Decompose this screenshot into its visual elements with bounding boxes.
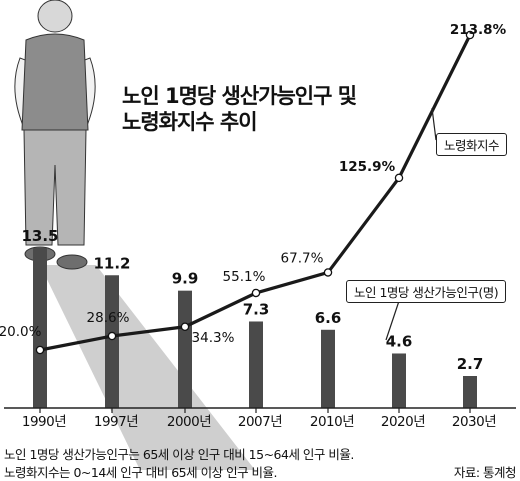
chart-title-line2: 노령화지수 추이 bbox=[122, 110, 258, 134]
bar-callout-leader bbox=[385, 297, 401, 341]
line-point-6 bbox=[465, 30, 475, 40]
footnote-1: 노인 1명당 생산가능인구는 65세 이상 인구 대비 15~64세 인구 비율… bbox=[4, 447, 354, 462]
line-point-1 bbox=[107, 331, 117, 341]
bar-value-label-5: 4.6 bbox=[386, 332, 413, 350]
line-point-0 bbox=[35, 345, 45, 355]
line-value-label-3: 55.1% bbox=[223, 269, 266, 285]
x-tick-label-5: 2020년 bbox=[381, 414, 425, 430]
bar-4 bbox=[321, 329, 335, 408]
vest bbox=[21, 33, 89, 131]
line-point-5 bbox=[394, 173, 404, 183]
x-tick-label-1: 1997년 bbox=[94, 414, 138, 430]
x-tick-label-0: 1990년 bbox=[22, 414, 66, 430]
right-shoe bbox=[56, 254, 88, 270]
bar-value-label-6: 2.7 bbox=[457, 355, 484, 373]
head bbox=[37, 0, 73, 33]
line-point-4 bbox=[323, 268, 333, 277]
bar-2 bbox=[178, 290, 192, 408]
x-tick-label-6: 2030년 bbox=[452, 414, 496, 430]
bar-5 bbox=[392, 353, 406, 408]
line-point-3 bbox=[251, 288, 261, 298]
x-tick-label-2: 2000년 bbox=[167, 414, 211, 430]
legend-bar-series: 노인 1명당 생산가능인구(명) bbox=[346, 280, 507, 303]
bar-1 bbox=[105, 275, 119, 408]
bar-value-label-1: 11.2 bbox=[93, 254, 130, 272]
x-tick-label-3: 2007년 bbox=[238, 414, 282, 430]
source-note: 자료: 통계청 bbox=[453, 465, 517, 480]
bar-6 bbox=[463, 376, 477, 408]
bar-value-label-2: 9.9 bbox=[172, 270, 199, 288]
bar-value-label-4: 6.6 bbox=[315, 309, 342, 327]
line-value-label-1: 28.6% bbox=[87, 310, 130, 326]
footnote-2: 노령화지수는 0~14세 인구 대비 65세 이상 인구 비율. bbox=[4, 465, 278, 480]
bar-value-label-3: 7.3 bbox=[243, 300, 270, 318]
bar-0 bbox=[33, 248, 47, 408]
chart-title-line1: 노인 1명당 생산가능인구 및 bbox=[122, 84, 357, 108]
line-point-2 bbox=[180, 322, 190, 332]
line-value-label-6: 213.8% bbox=[450, 22, 507, 38]
legend-line-series: 노령화지수 bbox=[436, 133, 508, 156]
figure-shadow bbox=[40, 265, 255, 470]
line-value-label-4: 67.7% bbox=[281, 250, 324, 266]
x-tick-label-4: 2010년 bbox=[310, 414, 354, 430]
line-callout-leader bbox=[431, 107, 437, 141]
trousers bbox=[23, 129, 87, 246]
line-value-label-0: 20.0% bbox=[0, 324, 42, 340]
elderly-man-illustration bbox=[14, 0, 255, 470]
bar-value-label-0: 13.5 bbox=[21, 227, 58, 245]
line-value-label-2: 34.3% bbox=[192, 330, 235, 346]
bar-3 bbox=[249, 321, 263, 408]
line-value-label-5: 125.9% bbox=[339, 159, 396, 175]
